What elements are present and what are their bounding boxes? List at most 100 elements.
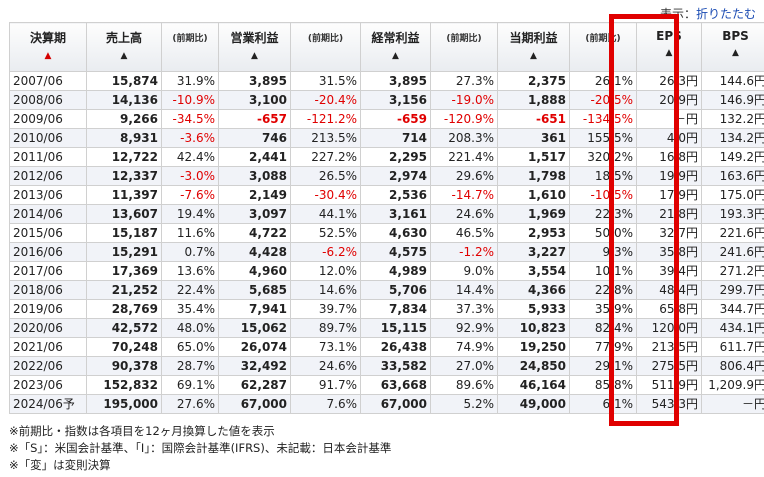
cell-period: 2009/06 (9, 109, 87, 129)
header-net-profit[interactable]: 当期利益 ▲ (497, 22, 570, 72)
table-row: 2014/06 13,607 19.4% 3,097 44.1% 3,161 24.6% 1,… (9, 204, 764, 224)
cell-sales-chg: 31.9% (161, 71, 219, 91)
cell-sales: 28,769 (86, 299, 162, 319)
cell-sales: 8,931 (86, 128, 162, 148)
cell-op-chg: -121.2% (290, 109, 361, 129)
cell-net: 1,888 (497, 90, 570, 110)
cell-op: 3,100 (218, 90, 291, 110)
cell-eps: 39.4円 (636, 261, 702, 281)
cell-eps: 275.5円 (636, 356, 702, 376)
header-operating-profit[interactable]: 営業利益 ▲ (218, 22, 291, 72)
cell-period: 2017/06 (9, 261, 87, 281)
cell-ord: 3,161 (360, 204, 431, 224)
header-label: (前期比) (585, 34, 621, 44)
cell-op: 26,074 (218, 337, 291, 357)
cell-bps: 806.4円 (701, 356, 764, 376)
cell-op: 4,428 (218, 242, 291, 262)
cell-op: 2,441 (218, 147, 291, 167)
header-sales[interactable]: 売上高 ▲ (86, 22, 162, 72)
cell-period: 2018/06 (9, 280, 87, 300)
cell-eps: 213.5円 (636, 337, 702, 357)
cell-ord-chg: 92.9% (430, 318, 498, 338)
cell-op: 3,097 (218, 204, 291, 224)
header-label: 売上高 (105, 31, 142, 45)
cell-sales: 11,397 (86, 185, 162, 205)
cell-sales-chg: 65.0% (161, 337, 219, 357)
sort-arrow-icon[interactable]: ▲ (251, 51, 258, 61)
cell-op-chg: 44.1% (290, 204, 361, 224)
cell-ord-chg: 37.3% (430, 299, 498, 319)
table-row: 2008/06 14,136 -10.9% 3,100 -20.4% 3,156 -19.0… (9, 90, 764, 110)
cell-net-chg: 155.5% (569, 128, 637, 148)
cell-sales: 13,607 (86, 204, 162, 224)
header-bps[interactable]: BPS ▲ (701, 22, 764, 72)
table-row: 2007/06 15,874 31.9% 3,895 31.5% 3,895 27.3% 2,… (9, 71, 764, 91)
footnote: ※前期比・指数は各項目を12ヶ月換算した値を表示 (9, 424, 275, 438)
cell-period: 2013/06 (9, 185, 87, 205)
cell-bps: 146.9円 (701, 90, 764, 110)
table-row: 2013/06 11,397 -7.6% 2,149 -30.4% 2,536 -14.7%… (9, 185, 764, 205)
cell-period: 2015/06 (9, 223, 87, 243)
table-row: 2021/06 70,248 65.0% 26,074 73.1% 26,438 74.9%… (9, 337, 764, 357)
cell-eps: 19.9円 (636, 166, 702, 186)
header-ordinary-profit[interactable]: 経常利益 ▲ (360, 22, 431, 72)
table-header: 決算期 ▲ 売上高 ▲ (前期比) 営業利益 ▲ (前期比) 経常利益 ▲ (前期比) 当期利益 ▲ (前… (9, 22, 764, 72)
sort-arrow-icon[interactable]: ▲ (530, 51, 537, 61)
cell-op-chg: 89.7% (290, 318, 361, 338)
cell-net: 2,953 (497, 223, 570, 243)
cell-bps: 144.6円 (701, 71, 764, 91)
cell-sales-chg: 22.4% (161, 280, 219, 300)
cell-sales: 15,187 (86, 223, 162, 243)
cell-net: 1,610 (497, 185, 570, 205)
sort-arrow-icon[interactable]: ▲ (732, 48, 739, 58)
cell-eps: 120.0円 (636, 318, 702, 338)
cell-net: 1,969 (497, 204, 570, 224)
cell-bps: 134.2円 (701, 128, 764, 148)
cell-op-chg: 52.5% (290, 223, 361, 243)
header-eps[interactable]: EPS ▲ (636, 22, 702, 72)
table-row: 2009/06 9,266 -34.5% -657 -121.2% -659 -120.9%… (9, 109, 764, 129)
table-row: 2020/06 42,572 48.0% 15,062 89.7% 15,115 92.9%… (9, 318, 764, 338)
cell-net-chg: -10.5% (569, 185, 637, 205)
cell-sales-chg: 11.6% (161, 223, 219, 243)
cell-period: 2023/06 (9, 375, 87, 395)
sort-arrow-icon[interactable]: ▲ (120, 51, 128, 61)
cell-ord: 4,989 (360, 261, 431, 281)
cell-op-chg: 7.6% (290, 394, 361, 414)
table-row: 2011/06 12,722 42.4% 2,441 227.2% 2,295 221.4%… (9, 147, 764, 167)
cell-net: 4,366 (497, 280, 570, 300)
sort-arrow-icon[interactable]: ▲ (665, 48, 673, 58)
cell-op-chg: 39.7% (290, 299, 361, 319)
cell-period: 2019/06 (9, 299, 87, 319)
cell-op: 4,722 (218, 223, 291, 243)
cell-op-chg: -6.2% (290, 242, 361, 262)
header-period[interactable]: 決算期 ▲ (9, 22, 87, 72)
cell-eps: 32.7円 (636, 223, 702, 243)
cell-op-chg: 213.5% (290, 128, 361, 148)
cell-ord: 15,115 (360, 318, 431, 338)
sort-arrow-icon[interactable]: ▲ (44, 51, 52, 61)
financial-table: 決算期 ▲ 売上高 ▲ (前期比) 営業利益 ▲ (前期比) 経常利益 ▲ (前期比) 当期利益 ▲ (前… (9, 22, 764, 414)
cell-ord: 4,630 (360, 223, 431, 243)
table-row: 2024/06予 195,000 27.6% 67,000 7.6% 67,000 5.2%… (9, 394, 764, 414)
cell-eps: 65.8円 (636, 299, 702, 319)
cell-sales: 15,874 (86, 71, 162, 91)
cell-sales: 15,291 (86, 242, 162, 262)
cell-bps: 175.0円 (701, 185, 764, 205)
cell-op-chg: 26.5% (290, 166, 361, 186)
cell-op-chg: 73.1% (290, 337, 361, 357)
collapse-link[interactable]: 折りたたむ (695, 7, 756, 21)
cell-op: 746 (218, 128, 291, 148)
cell-net-chg: 50.0% (569, 223, 637, 243)
footnotes: ※前期比・指数は各項目を12ヶ月換算した値を表示 ※「S」：米国会計基準、「I」… (9, 423, 391, 474)
cell-period: 2007/06 (9, 71, 87, 91)
table-row: 2015/06 15,187 11.6% 4,722 52.5% 4,630 46.5% 2,… (9, 223, 764, 243)
cell-sales: 12,722 (86, 147, 162, 167)
cell-op: 3,895 (218, 71, 291, 91)
cell-net: 1,517 (497, 147, 570, 167)
cell-bps: 163.6円 (701, 166, 764, 186)
cell-net: 49,000 (497, 394, 570, 414)
cell-net-chg: 77.9% (569, 337, 637, 357)
cell-op: 2,149 (218, 185, 291, 205)
sort-arrow-icon[interactable]: ▲ (392, 51, 399, 61)
